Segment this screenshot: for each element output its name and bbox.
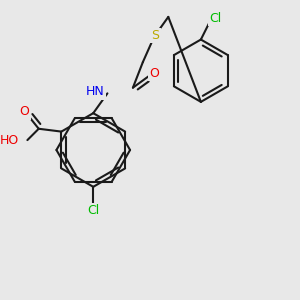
Text: HN: HN: [86, 85, 105, 98]
Text: HO: HO: [0, 134, 19, 147]
Text: Cl: Cl: [87, 204, 99, 218]
Text: S: S: [152, 29, 160, 42]
Text: O: O: [20, 105, 29, 118]
Text: Cl: Cl: [209, 12, 221, 25]
Text: O: O: [149, 67, 159, 80]
